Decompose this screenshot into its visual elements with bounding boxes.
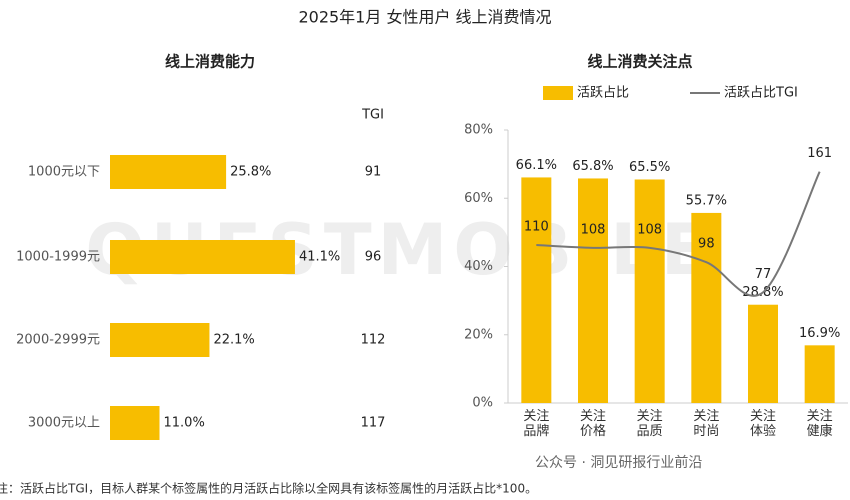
line-value-label: 108: [581, 222, 606, 237]
y-tick-label: 60%: [464, 191, 493, 206]
value-label: 16.9%: [799, 326, 840, 341]
bar: [634, 179, 665, 403]
value-label: 65.8%: [572, 159, 613, 174]
value-label: 22.1%: [213, 333, 254, 348]
y-tick-label: 2000-2999元: [16, 333, 100, 348]
line-value-label: 110: [524, 219, 549, 234]
note: 注：活跃占比TGI，目标人群某个标签属性的月活跃占比除以全网具有该标签属性的月活…: [0, 481, 537, 496]
x-tick-label: 关注体验: [749, 409, 776, 439]
line: [536, 171, 821, 297]
value-label: 66.1%: [516, 158, 557, 173]
bar: [748, 304, 778, 403]
legend-label: 活跃占比TGI: [724, 86, 798, 101]
y-tick-label: 1000-1999元: [16, 250, 100, 265]
tgi-header: TGI: [361, 108, 384, 123]
x-tick-label-box: 关注品质: [636, 409, 663, 439]
x-tick-label-box: 关注体验: [749, 409, 776, 439]
legend-label: 活跃占比: [577, 86, 629, 101]
line-value-label: 98: [698, 237, 715, 252]
bar: [804, 345, 835, 403]
value-label: 11.0%: [164, 416, 205, 431]
legend-swatch: [543, 86, 573, 100]
x-tick-label: 关注品牌: [523, 409, 550, 439]
bar: [110, 155, 227, 189]
x-tick-label: 关注健康: [806, 409, 833, 439]
value-label: 65.5%: [629, 160, 670, 175]
x-tick-label-box: 关注时尚: [693, 409, 720, 439]
bar: [110, 323, 210, 357]
y-tick-label: 20%: [464, 327, 493, 342]
line-value-label: 108: [637, 222, 662, 237]
value-label: 55.7%: [686, 193, 727, 208]
y-tick-label: 3000元以上: [28, 416, 100, 431]
value-label: 25.8%: [230, 165, 271, 180]
y-tick-label: 1000元以下: [28, 165, 100, 180]
bar: [578, 178, 608, 403]
tgi-value: 96: [365, 250, 382, 265]
y-tick-label: 0%: [472, 396, 493, 411]
x-tick-label-box: 关注品牌: [523, 409, 550, 439]
y-tick-label: 80%: [464, 123, 493, 138]
x-tick-label-box: 关注价格: [579, 409, 606, 439]
page-title: 2025年1月 女性用户 线上消费情况: [298, 8, 551, 27]
tgi-value: 91: [365, 165, 382, 180]
bar: [691, 212, 722, 403]
value-label: 41.1%: [299, 250, 340, 265]
line-value-label: 77: [755, 267, 772, 282]
bar: [110, 406, 160, 440]
chart-title: 线上消费关注点: [587, 53, 692, 71]
line-value-label: 161: [807, 146, 832, 161]
bar: [521, 177, 552, 403]
chart-title: 线上消费能力: [165, 53, 255, 71]
bar: [110, 240, 295, 274]
source: 公众号 · 洞见研报行业前沿: [535, 454, 702, 471]
tgi-value: 112: [361, 333, 386, 348]
x-tick-label: 关注时尚: [693, 409, 720, 439]
y-tick-label: 40%: [464, 259, 493, 274]
tgi-value: 117: [361, 416, 386, 431]
x-tick-label: 关注品质: [636, 409, 663, 439]
x-tick-label-box: 关注健康: [806, 409, 833, 439]
x-tick-label: 关注价格: [579, 409, 606, 439]
